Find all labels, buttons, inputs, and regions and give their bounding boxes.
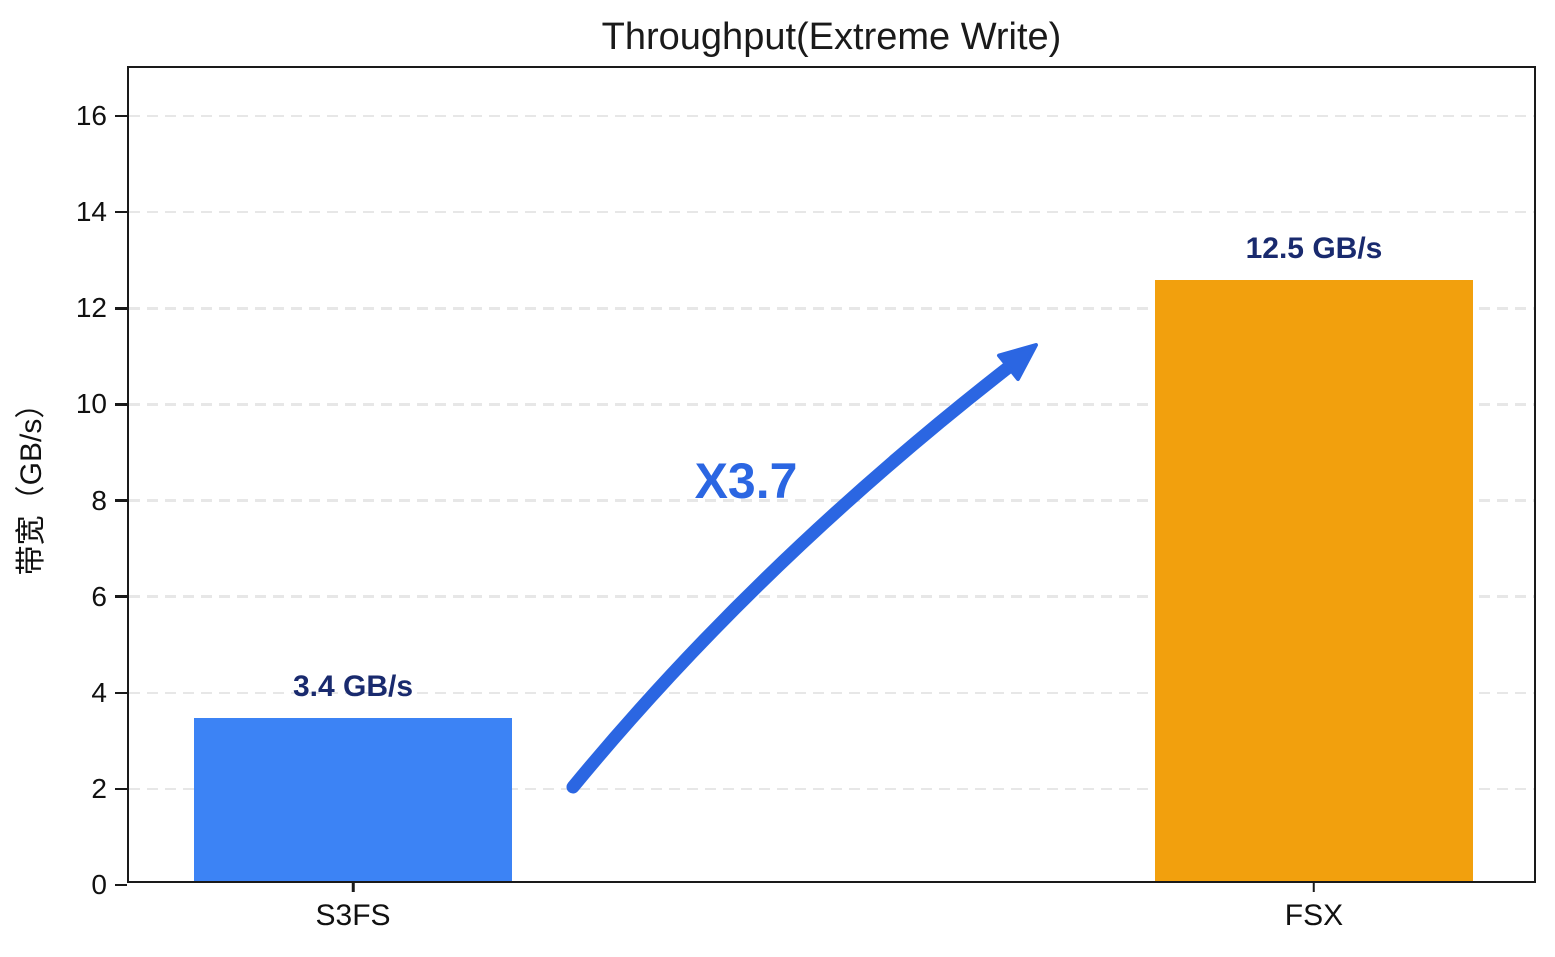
y-tick-mark — [115, 114, 127, 118]
y-tick-label: 14 — [75, 196, 107, 228]
y-tick-label: 2 — [91, 772, 107, 804]
y-tick-label: 8 — [91, 484, 107, 516]
y-tick-label: 10 — [75, 388, 107, 420]
y-tick-mark — [115, 595, 127, 598]
plot-area: 0 2 4 6 8 10 12 14 16 3.4 GB/s S3FS 12.5 GB/s FSX — [76, 66, 1536, 932]
bar-value-label: 12.5 GB/s — [1245, 232, 1383, 266]
y-tick-mark — [115, 691, 127, 694]
gridline — [129, 114, 1534, 118]
x-category-label: FSX — [1284, 899, 1344, 932]
y-tick-label: 4 — [91, 676, 107, 708]
y-tick-label: 12 — [75, 292, 107, 324]
x-tick-mark — [1312, 881, 1316, 892]
chart-title: Throughput(Extreme Write) — [601, 16, 1062, 58]
y-tick-mark — [115, 307, 127, 310]
x-tick-mark — [351, 881, 355, 892]
y-tick-mark — [115, 403, 127, 406]
y-tick-label: 0 — [91, 869, 107, 900]
y-tick-mark — [115, 499, 127, 502]
x-category-label: S3FS — [315, 899, 391, 932]
y-tick-label: 16 — [75, 100, 107, 132]
y-tick-mark — [115, 210, 127, 214]
y-tick-mark — [115, 883, 127, 887]
y-tick-mark — [115, 787, 127, 791]
bar — [1154, 280, 1473, 881]
bar-value-label: 3.4 GB/s — [292, 669, 414, 703]
multiplier-annotation: X3.7 — [694, 453, 798, 509]
bar — [194, 717, 513, 881]
gridline — [129, 210, 1534, 214]
y-tick-label: 6 — [91, 580, 107, 612]
